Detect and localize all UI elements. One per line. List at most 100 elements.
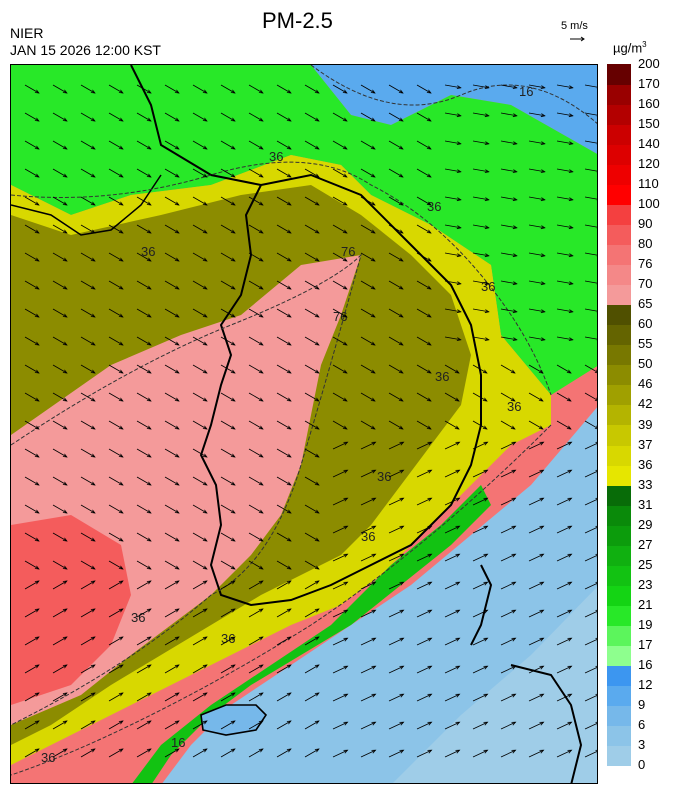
wind-vector-arrowhead (595, 665, 597, 670)
wind-vector-arrowhead (427, 553, 433, 558)
wind-vector-arrowhead (202, 117, 208, 122)
wind-vector-arrowhead (62, 565, 68, 570)
wind-vector-arrowhead (174, 481, 180, 486)
wind-vector-arrow (360, 252, 376, 262)
wind-vector-arrow (80, 692, 96, 702)
wind-vector-arrow (360, 84, 376, 94)
wind-vector-arrow (24, 84, 40, 94)
wind-vector-arrow (80, 532, 96, 542)
wind-vector-arrow (556, 196, 573, 201)
wind-vector-arrow (164, 224, 180, 234)
contour-label: 36 (427, 199, 441, 214)
wind-vector-arrowhead (314, 229, 320, 234)
wind-vector-arrow (416, 140, 432, 150)
wind-vector-arrowhead (399, 469, 405, 474)
wind-vector-arrowhead (539, 469, 545, 474)
wind-vector-arrow (472, 497, 488, 506)
wind-vector-arrowhead (258, 720, 264, 725)
wind-vector-arrow (192, 112, 208, 122)
wind-vector-arrowhead (484, 141, 490, 146)
wind-vector-arrow (52, 140, 68, 150)
wind-vector-arrowhead (398, 341, 404, 346)
wind-vector-arrow (164, 84, 180, 94)
wind-vector-arrow (416, 308, 432, 318)
wind-vector-arrowhead (510, 369, 516, 374)
wind-vector-arrow (472, 553, 488, 562)
wind-vector-arrowhead (230, 313, 236, 318)
wind-vector-arrowhead (371, 441, 377, 446)
wind-vector-arrowhead (483, 749, 489, 754)
pm25-map: 16 36 36 36 36 76 76 36 36 36 36 36 36 16 36 (10, 64, 598, 784)
colorbar-tick-label: 16 (638, 656, 653, 672)
wind-vector-arrow (164, 692, 180, 702)
wind-vector-arrowhead (399, 497, 405, 502)
wind-vector-arrowhead (34, 341, 40, 346)
wind-vector-arrow (220, 504, 236, 514)
wind-vector-arrowhead (568, 253, 574, 258)
wind-vector-arrow (276, 636, 292, 646)
wind-vector-arrowhead (370, 369, 376, 374)
wind-vector-arrowhead (174, 748, 180, 753)
wind-vector-arrow (248, 448, 264, 458)
wind-vector-arrow (444, 140, 461, 145)
wind-vector-arrowhead (342, 285, 348, 290)
wind-vector-arrowhead (342, 313, 348, 318)
wind-vector-arrow (500, 441, 516, 450)
contour-label: 76 (333, 309, 347, 324)
wind-vector-arrow (388, 553, 404, 562)
wind-vector-arrow (360, 112, 376, 122)
wind-vector-arrowhead (34, 313, 40, 318)
wind-vector-arrow (584, 526, 597, 534)
wind-vector-arrowhead (484, 253, 490, 258)
wind-vector-arrow (332, 364, 348, 374)
colorbar-segment (607, 244, 631, 266)
wind-vector-arrow (500, 168, 517, 173)
wind-vector-arrowhead (426, 257, 432, 262)
wind-vector-arrowhead (230, 748, 236, 753)
wind-vector-arrowhead (511, 581, 517, 586)
wind-vector-arrowhead (202, 453, 208, 458)
wind-vector-arrowhead (146, 509, 152, 514)
wind-vector-arrowhead (146, 173, 152, 178)
wind-vector-arrowhead (511, 553, 517, 558)
wind-vector-arrow (52, 168, 68, 178)
wind-vector-arrowhead (230, 257, 236, 262)
wind-vector-arrow (276, 336, 292, 346)
wind-vector-arrowhead (34, 425, 40, 430)
wind-vector-arrow (444, 469, 460, 478)
wind-vector-arrowhead (118, 692, 124, 697)
wind-vector-arrowhead (34, 173, 40, 178)
wind-vector-arrow (164, 748, 180, 758)
china-coastline (11, 174, 162, 236)
wind-vector-arrowhead (483, 525, 489, 530)
wind-vector-arrow (304, 692, 320, 702)
wind-vector-arrow (192, 636, 208, 646)
wind-vector-arrowhead (595, 469, 597, 474)
forecast-datetime: JAN 15 2026 12:00 KST (10, 42, 161, 58)
colorbar-segment (607, 724, 631, 746)
wind-vector-arrowhead (90, 173, 96, 178)
wind-vector-arrowhead (230, 173, 236, 178)
wind-vector-arrow (472, 140, 489, 145)
wind-vector-arrowhead (456, 197, 462, 202)
wind-vector-arrowhead (511, 469, 517, 474)
wind-vector-arrow (220, 664, 236, 674)
wind-vector-arrowhead (455, 525, 461, 530)
colorbar-segment (607, 604, 631, 626)
wind-vector-arrow (192, 168, 208, 178)
wind-vector-arrowhead (146, 201, 152, 206)
wind-vector-arrow (276, 224, 292, 234)
wind-vector-arrowhead (484, 337, 490, 342)
wind-vector-arrow (472, 112, 489, 117)
wind-vector-arrow (416, 392, 432, 402)
wind-vector-arrowhead (230, 201, 236, 206)
wind-vector-arrowhead (398, 201, 404, 206)
wind-vector-arrowhead (314, 664, 320, 669)
wind-vector-arrowhead (426, 117, 432, 122)
colorbar-tick-label: 50 (638, 356, 653, 372)
wind-vector-arrowhead (146, 117, 152, 122)
wind-vector-arrow (416, 168, 432, 178)
wind-vector-arrowhead (62, 636, 68, 641)
wind-vector-arrowhead (90, 89, 96, 94)
wind-vector-arrowhead (174, 565, 180, 570)
